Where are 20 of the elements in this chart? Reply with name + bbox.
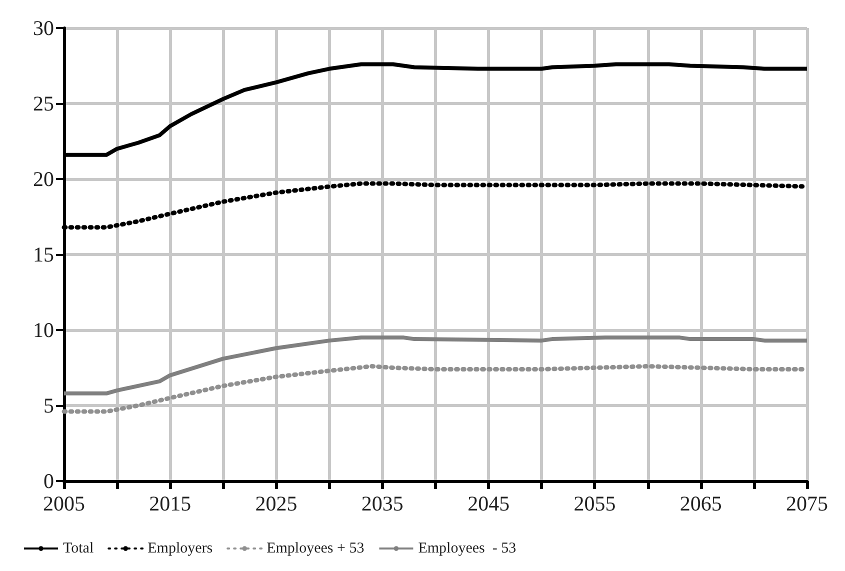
y-tick-label: 25 xyxy=(33,92,54,116)
legend-label: Employees + 53 xyxy=(266,540,364,556)
x-tick-label: 2015 xyxy=(149,492,192,516)
x-tick-label: 2075 xyxy=(786,492,828,516)
x-tick-label: 2025 xyxy=(255,492,298,516)
y-tick-label: 0 xyxy=(44,469,54,493)
line-series xyxy=(62,336,809,396)
y-tick-label: 30 xyxy=(33,16,54,40)
legend-label: Employees - 53 xyxy=(418,540,516,556)
x-tick-label: 2045 xyxy=(468,492,510,516)
y-tick-label: 15 xyxy=(33,242,54,266)
x-tick-label: 2055 xyxy=(574,492,616,516)
x-tick-label: 2035 xyxy=(361,492,404,516)
legend-label: Employers xyxy=(148,540,213,556)
x-tick-label: 2065 xyxy=(680,492,722,516)
y-tick-label: 20 xyxy=(33,167,54,191)
legend-label: Total xyxy=(63,540,94,556)
y-tick-label: 5 xyxy=(44,394,54,418)
x-tick-label: 2005 xyxy=(43,492,85,516)
y-tick-label: 10 xyxy=(33,318,54,342)
